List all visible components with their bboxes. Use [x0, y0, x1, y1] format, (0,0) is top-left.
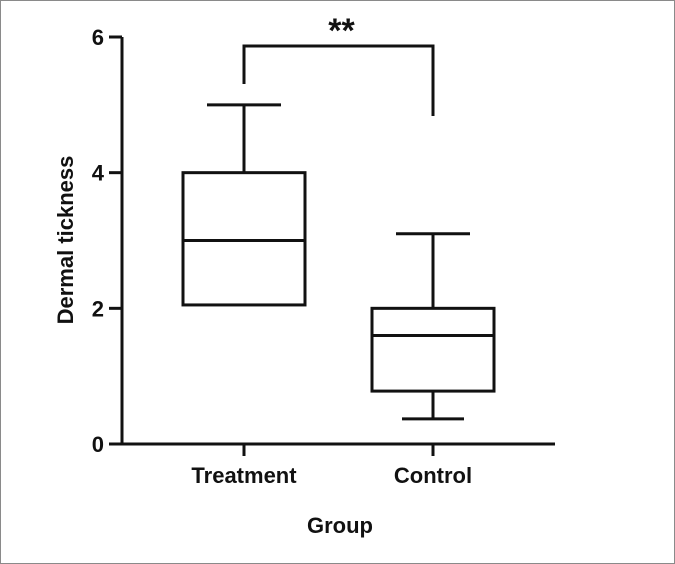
x-axis-title: Group — [307, 513, 373, 538]
y-axis-title: Dermal tickness — [53, 156, 78, 325]
x-ticks: Treatment Control — [191, 444, 472, 488]
significance-bracket — [242, 44, 435, 116]
y-ticks: 0 2 4 6 — [92, 25, 122, 457]
box-treatment — [181, 103, 307, 307]
y-tick-label: 6 — [92, 25, 104, 50]
significance-label: ** — [328, 12, 355, 50]
x-tick-label: Control — [394, 463, 472, 488]
boxes — [181, 103, 496, 421]
y-tick-label: 4 — [92, 161, 105, 186]
x-tick-label: Treatment — [191, 463, 297, 488]
axes: 0 2 4 6 Treatment Control — [92, 25, 555, 488]
iqr-box — [370, 306, 496, 393]
iqr-box — [181, 171, 307, 307]
y-tick-label: 0 — [92, 432, 104, 457]
significance-bracket-group: ** — [242, 12, 435, 116]
box-control — [370, 232, 496, 421]
y-tick-label: 2 — [92, 296, 104, 321]
